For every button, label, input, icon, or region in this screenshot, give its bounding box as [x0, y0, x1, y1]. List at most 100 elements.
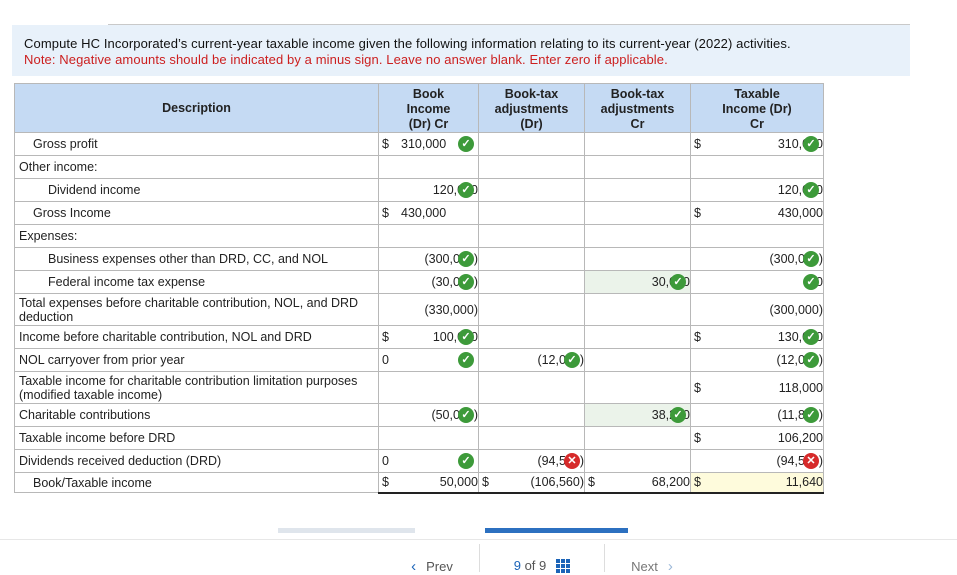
correct-check-icon: ✓ [458, 251, 474, 267]
prev-button[interactable]: ‹ Prev [385, 544, 479, 575]
currency-sign: $ [694, 137, 701, 151]
chevron-left-icon: ‹ [411, 558, 417, 575]
taxable-income-input[interactable]: $130,000 ✓ [690, 325, 824, 349]
row-label: Other income: [14, 155, 379, 179]
row-label: Taxable income before DRD [14, 426, 379, 450]
table-row: Gross profit $310,000 ✓ $310,000 ✓ [14, 132, 824, 156]
chevron-right-icon: › [667, 558, 673, 575]
cell-value: 430,000 [401, 206, 447, 220]
adjustment-cr-cell [584, 178, 691, 202]
adjustment-dr-cell [478, 325, 585, 349]
question-prompt: Compute HC Incorporated’s current-year t… [12, 25, 910, 76]
header-book-line2: Income [406, 101, 451, 116]
taxable-income-cell: $430,000 [690, 201, 824, 225]
pager-divider [0, 539, 957, 540]
taxable-income-input[interactable]: (11,800) ✓ [690, 403, 824, 427]
currency-sign: $ [694, 475, 701, 490]
table-row: NOL carryover from prior year 0 ✓ (12,000… [14, 348, 824, 372]
header-cr-line1: Book-tax [610, 87, 665, 101]
correct-check-icon: ✓ [803, 136, 819, 152]
row-label: Book/Taxable income [14, 472, 379, 493]
adjustment-cr-cell [584, 155, 691, 179]
page-indicator[interactable]: 9 of 9 [480, 544, 604, 573]
correct-check-icon: ✓ [458, 407, 474, 423]
taxable-income-cell [690, 155, 824, 179]
cell-value: 106,200 [777, 431, 823, 445]
adjustment-cr-input[interactable]: 30,000✓ [584, 270, 691, 294]
book-income-input[interactable]: (50,000) ✓ [378, 403, 479, 427]
adjustment-cr-cell [584, 132, 691, 156]
book-income-input[interactable]: (300,000) ✓ [378, 247, 479, 271]
progress-track [278, 528, 415, 533]
header-dr-line1: Book-tax [504, 87, 559, 101]
header-tax-line3: Cr [750, 116, 764, 131]
taxable-income-input[interactable]: $310,000 ✓ [690, 132, 824, 156]
table-row: Book/Taxable income $50,000 $ (106,560) $… [14, 472, 824, 494]
book-income-cell [378, 426, 479, 450]
header-dr-line2: adjustments [494, 102, 569, 116]
book-income-input[interactable]: 0 ✓ [378, 348, 479, 372]
currency-sign: $ [482, 475, 489, 490]
cell-value: (300,000) [769, 302, 823, 317]
adjustment-cr-total: $68,200 [584, 472, 691, 494]
taxable-income-input[interactable]: (300,000) ✓ [690, 247, 824, 271]
correct-check-icon: ✓ [458, 453, 474, 469]
book-income-input[interactable]: 0 ✓ [378, 449, 479, 473]
taxable-income-input[interactable]: (12,000) ✓ [690, 348, 824, 372]
row-label: Gross Income [14, 201, 379, 225]
adjustment-dr-cell [478, 426, 585, 450]
header-tax-line1: Taxable [734, 86, 780, 101]
correct-check-icon: ✓ [803, 352, 819, 368]
currency-sign: $ [694, 330, 701, 344]
cell-value: 68,200 [651, 475, 690, 490]
adjustment-cr-cell [584, 201, 691, 225]
adjustment-dr-input[interactable]: (94,560) ✕ [478, 449, 585, 473]
adjustment-dr-cell [478, 155, 585, 179]
book-income-cell [378, 224, 479, 248]
taxable-income-input[interactable]: (94,560) ✕ [690, 449, 824, 473]
table-row: Taxable income before DRD $106,200 [14, 426, 824, 450]
cell-value: 430,000 [777, 206, 823, 220]
adjustment-dr-cell [478, 201, 585, 225]
taxable-income-cell: (300,000) [690, 293, 824, 326]
current-page: 9 [513, 558, 521, 573]
adjustment-dr-cell [478, 178, 585, 202]
adjustment-dr-cell [478, 132, 585, 156]
header-dr-line3: (Dr) [520, 117, 543, 131]
row-label: Federal income tax expense [14, 270, 379, 294]
header-description: Description [14, 83, 379, 133]
adjustment-cr-input[interactable]: 38,200✓ [584, 403, 691, 427]
correct-check-icon: ✓ [564, 352, 580, 368]
table-row: Income before charitable contribution, N… [14, 325, 824, 349]
taxable-income-cell [690, 224, 824, 248]
next-button[interactable]: Next › [605, 544, 699, 575]
correct-check-icon: ✓ [803, 329, 819, 345]
question-text: Compute HC Incorporated’s current-year t… [24, 36, 791, 51]
adjustment-cr-cell [584, 247, 691, 271]
header-taxable-income: Taxable Income (Dr) Cr [690, 83, 824, 133]
taxable-income-input[interactable]: 120,000 ✓ [690, 178, 824, 202]
book-income-input[interactable]: $310,000 ✓ [378, 132, 479, 156]
adjustment-dr-total: $ (106,560) [478, 472, 585, 494]
table-row: Total expenses before charitable contrib… [14, 293, 824, 326]
top-divider [12, 24, 910, 25]
table-row: Taxable income for charitable contributi… [14, 371, 824, 404]
currency-sign: $ [382, 330, 389, 344]
cell-value: 310,000 [401, 137, 447, 151]
adjustment-dr-input[interactable]: (12,000) ✓ [478, 348, 585, 372]
book-income-input[interactable]: 120,000 ✓ [378, 178, 479, 202]
header-adjustments-dr: Book-tax adjustments (Dr) [478, 83, 585, 133]
taxable-income-total: $11,640 [690, 472, 824, 494]
adjustment-cr-cell [584, 325, 691, 349]
taxable-income-input[interactable]: 0 ✓ [690, 270, 824, 294]
book-income-input[interactable]: $100,000 ✓ [378, 325, 479, 349]
pager-separator [479, 544, 480, 572]
worksheet-table: Description Book Income (Dr) Cr Book-tax… [14, 83, 824, 494]
header-adjustments-cr: Book-tax adjustments Cr [584, 83, 691, 133]
total-pages: 9 [539, 558, 547, 573]
cell-value: 11,640 [785, 475, 823, 490]
book-income-input[interactable]: (30,000) ✓ [378, 270, 479, 294]
adjustment-dr-cell [478, 403, 585, 427]
table-row: Expenses: [14, 224, 824, 248]
correct-check-icon: ✓ [458, 182, 474, 198]
